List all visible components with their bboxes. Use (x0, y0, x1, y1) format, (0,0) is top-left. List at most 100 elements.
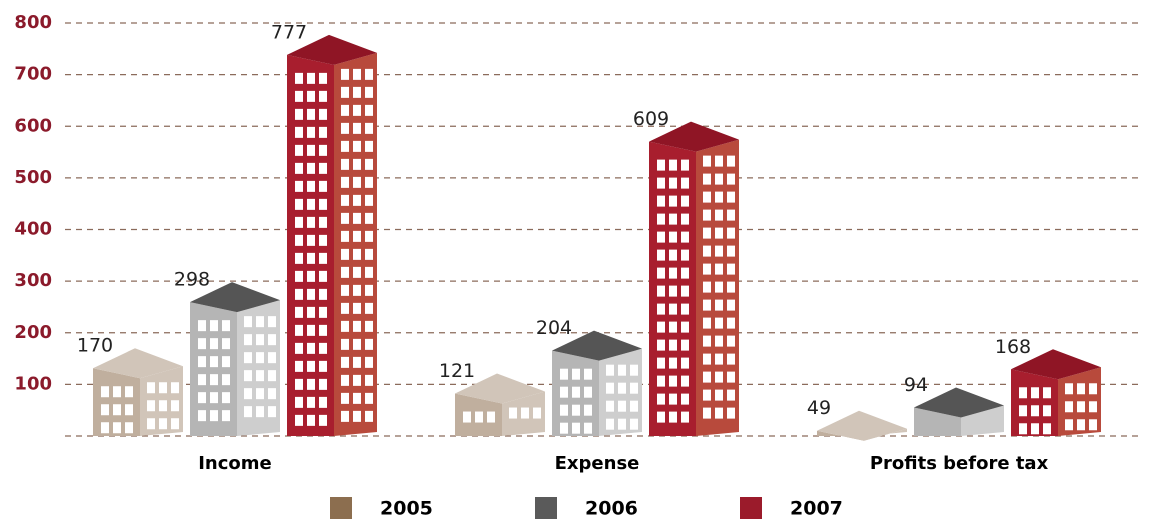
window (681, 160, 689, 171)
window (171, 418, 179, 429)
window (222, 374, 230, 385)
window (307, 145, 315, 156)
window (319, 325, 327, 336)
window (353, 177, 361, 188)
window (521, 408, 529, 419)
window (1019, 387, 1027, 398)
window (341, 69, 349, 80)
chart: 100200300400500600700800Income170298777E… (0, 0, 1150, 524)
window (307, 199, 315, 210)
window (703, 228, 711, 239)
window (1019, 405, 1027, 416)
y-tick-label: 500 (14, 167, 52, 188)
window (307, 343, 315, 354)
window (681, 358, 689, 369)
window (1077, 401, 1085, 412)
window (222, 392, 230, 403)
window (353, 393, 361, 404)
window (319, 163, 327, 174)
window (703, 282, 711, 293)
window (319, 415, 327, 426)
window (1043, 423, 1051, 434)
window (618, 365, 626, 376)
window (319, 307, 327, 318)
window (198, 356, 206, 367)
window (657, 322, 665, 333)
window (222, 410, 230, 421)
window (618, 401, 626, 412)
window (341, 105, 349, 116)
window (365, 213, 373, 224)
window (341, 249, 349, 260)
window (307, 91, 315, 102)
window (715, 264, 723, 275)
window (365, 303, 373, 314)
window (307, 271, 315, 282)
window (113, 386, 121, 397)
window (715, 228, 723, 239)
window (669, 358, 677, 369)
window (727, 300, 735, 311)
window (715, 300, 723, 311)
window (669, 268, 677, 279)
window (1031, 387, 1039, 398)
window (703, 318, 711, 329)
window (487, 412, 495, 423)
window (715, 336, 723, 347)
window (657, 268, 665, 279)
window (244, 406, 252, 417)
window (365, 267, 373, 278)
window (295, 361, 303, 372)
window (101, 386, 109, 397)
window (295, 343, 303, 354)
window (295, 163, 303, 174)
window (244, 370, 252, 381)
window (365, 249, 373, 260)
window (365, 69, 373, 80)
window (1031, 405, 1039, 416)
window (1065, 419, 1073, 430)
window (341, 231, 349, 242)
window (307, 127, 315, 138)
window (295, 415, 303, 426)
window (353, 357, 361, 368)
window (307, 109, 315, 120)
window (147, 382, 155, 393)
window (703, 300, 711, 311)
building (552, 331, 642, 436)
window (307, 253, 315, 264)
window (295, 397, 303, 408)
window (681, 268, 689, 279)
window (681, 250, 689, 261)
window (159, 382, 167, 393)
window (560, 423, 568, 434)
window (210, 356, 218, 367)
window (198, 374, 206, 385)
value-label: 49 (807, 397, 831, 419)
window (307, 307, 315, 318)
window (669, 232, 677, 243)
window (1077, 419, 1085, 430)
window (584, 423, 592, 434)
value-label: 204 (536, 317, 572, 339)
window (341, 375, 349, 386)
window (256, 316, 264, 327)
window (319, 109, 327, 120)
window (307, 217, 315, 228)
value-label: 94 (904, 374, 928, 396)
y-tick-label: 800 (14, 12, 52, 33)
window (584, 405, 592, 416)
window (715, 282, 723, 293)
window (1065, 383, 1073, 394)
window (159, 418, 167, 429)
legend-label: 2005 (380, 498, 433, 520)
window (295, 145, 303, 156)
window (715, 318, 723, 329)
window (268, 388, 276, 399)
window (319, 343, 327, 354)
window (341, 339, 349, 350)
window (319, 199, 327, 210)
building (455, 374, 545, 436)
window (681, 232, 689, 243)
window (319, 379, 327, 390)
